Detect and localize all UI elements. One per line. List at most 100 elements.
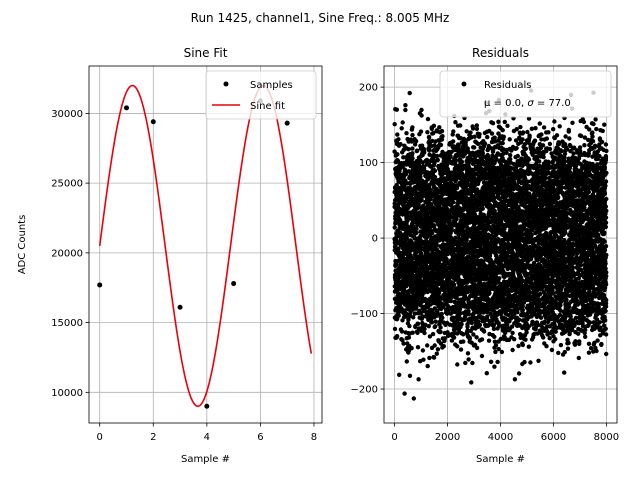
residual-point: [407, 323, 412, 329]
residual-point: [413, 138, 419, 144]
residual-point: [512, 337, 517, 342]
residual-point: [431, 130, 436, 136]
residual-point: [474, 345, 480, 351]
residual-point: [482, 141, 488, 146]
residual-point: [440, 149, 445, 155]
legend-sine-fit-label: Sine fit: [250, 101, 285, 112]
residual-point: [459, 159, 465, 164]
x-tick-label: 8: [311, 432, 317, 443]
residual-point: [500, 128, 505, 133]
figure-suptitle: Run 1425, channel1, Sine Freq.: 8.005 MH…: [191, 11, 450, 25]
residual-point: [413, 253, 419, 258]
residual-point: [489, 131, 495, 136]
residual-point: [401, 341, 406, 346]
residual-point: [440, 237, 446, 243]
y-tick-label: 30000: [51, 109, 83, 120]
residual-point: [510, 347, 515, 353]
residual-point: [410, 125, 415, 130]
residual-point: [502, 119, 507, 125]
residual-point: [520, 307, 525, 313]
legend-samples-label: Samples: [250, 80, 293, 91]
residual-point: [438, 142, 444, 148]
residual-point: [500, 140, 505, 146]
sample-point: [150, 119, 156, 125]
residual-point: [399, 329, 405, 334]
residual-point: [397, 372, 402, 377]
residual-point: [413, 142, 418, 147]
residual-point: [394, 107, 399, 112]
residual-point: [404, 236, 409, 241]
residual-point: [521, 130, 526, 135]
residual-point: [441, 344, 446, 349]
residual-point: [418, 311, 423, 316]
residual-point: [438, 325, 443, 330]
residual-point: [463, 360, 468, 366]
residual-point: [411, 315, 416, 320]
residual-point: [480, 206, 485, 211]
residual-point: [437, 125, 442, 130]
residual-point: [514, 145, 519, 151]
residual-point: [415, 222, 420, 228]
residual-point: [410, 151, 415, 156]
residual-point: [493, 343, 499, 348]
residual-point: [495, 359, 500, 365]
residual-point: [410, 146, 415, 151]
residual-point: [398, 142, 403, 147]
residual-point: [410, 156, 415, 161]
residual-point: [434, 351, 439, 356]
residual-point: [414, 226, 419, 231]
residual-point: [426, 135, 432, 140]
x-tick-label: 0: [97, 432, 103, 443]
residual-point: [459, 322, 464, 327]
y-tick-label: 25000: [51, 179, 83, 190]
residual-point: [472, 145, 477, 150]
residual-point: [392, 326, 398, 332]
residual-point: [415, 321, 421, 326]
residual-point: [395, 132, 400, 137]
y-tick-label: 15000: [51, 318, 83, 329]
residual-point: [479, 353, 485, 359]
residual-point: [399, 126, 404, 131]
residual-point: [400, 338, 405, 343]
residual-point: [407, 373, 413, 378]
residual-point: [400, 120, 405, 125]
residual-point: [396, 137, 401, 142]
residual-point: [474, 335, 479, 340]
residual-point: [418, 129, 424, 134]
residual-point: [439, 311, 444, 317]
residual-point: [490, 121, 496, 126]
residual-point: [440, 134, 445, 139]
residual-point: [468, 130, 473, 135]
residual-point: [432, 343, 437, 348]
residual-point: [466, 312, 472, 317]
residual-point: [464, 129, 469, 134]
residual-point: [434, 153, 440, 159]
residual-point: [432, 143, 437, 148]
residual-point: [465, 351, 471, 356]
residual-point: [442, 336, 448, 341]
residual-point: [451, 282, 457, 287]
residual-point: [416, 377, 421, 382]
residual-point: [435, 157, 440, 163]
residual-point: [420, 348, 426, 353]
residual-point: [407, 313, 413, 318]
residual-point: [438, 329, 443, 335]
residual-point: [431, 355, 437, 360]
residual-point: [424, 263, 429, 268]
residual-point: [508, 153, 513, 158]
residual-point: [470, 126, 476, 131]
residual-point: [427, 334, 433, 339]
residual-point: [410, 330, 415, 335]
residual-point: [518, 124, 523, 130]
residual-point: [409, 346, 414, 351]
residual-point: [392, 122, 397, 127]
residual-point: [477, 322, 483, 328]
residual-point: [422, 148, 427, 153]
residual-point: [514, 127, 519, 132]
residual-point: [404, 359, 409, 364]
residual-point: [411, 396, 416, 401]
residual-point: [429, 320, 435, 325]
residual-point: [499, 349, 505, 355]
residual-point: [469, 380, 474, 385]
residual-point: [448, 153, 453, 159]
